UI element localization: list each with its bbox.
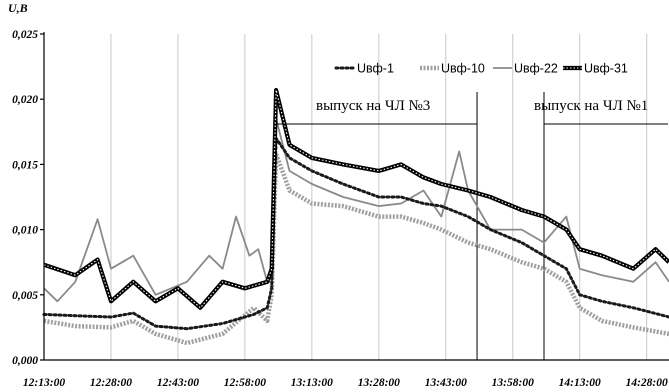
legend-label: Uвф-31 <box>584 62 628 76</box>
x-tick-label: 12:28:00 <box>90 377 132 389</box>
markers-layer <box>476 92 545 360</box>
legend-label: Uвф-22 <box>514 62 558 76</box>
series-line-1 <box>42 136 669 331</box>
x-tick-label: 12:43:00 <box>157 377 199 389</box>
annotation-layer: выпуск на ЧЛ №3 выпуск на ЧЛ №1 <box>276 98 668 125</box>
y-axis-label: U,B <box>8 1 28 15</box>
y-tick-label: 0,015 <box>12 159 38 171</box>
x-tick-label: 14:13:00 <box>559 377 601 389</box>
series-layer <box>42 88 669 346</box>
y-tick-label: 0,020 <box>12 94 38 106</box>
y-tick-label: 0,000 <box>12 355 38 367</box>
series-line-overlay-4 <box>43 89 669 309</box>
x-tick-labels: 12:13:00 12:28:00 12:43:00 12:58:00 13:13:00… <box>23 377 668 389</box>
y-tick-label: 0,005 <box>12 290 38 302</box>
x-tick-label: 13:13:00 <box>291 377 333 389</box>
x-tick-label: 13:43:00 <box>425 377 467 389</box>
axis-layer <box>40 32 669 361</box>
y-tick-label: 0,025 <box>12 29 38 41</box>
annotation-label: выпуск на ЧЛ №3 <box>316 98 430 114</box>
series-line-2 <box>43 151 669 346</box>
series-line-3 <box>43 117 669 303</box>
y-tick-labels: 0,000 0,005 0,010 0,015 0,020 0,025 <box>12 29 38 367</box>
legend-label: Uвф-10 <box>441 62 485 76</box>
x-tick-label: 13:28:00 <box>358 377 400 389</box>
x-tick-label: 14:28:00 <box>626 377 668 389</box>
series-line-4 <box>43 88 669 310</box>
x-tick-label: 12:13:00 <box>23 377 65 389</box>
y-tick-label: 0,010 <box>12 225 38 237</box>
x-tick-label: 12:58:00 <box>224 377 266 389</box>
legend: Uвф-1 Uвф-10 Uвф-22 Uвф-31 <box>334 62 628 76</box>
x-tick-label: 13:58:00 <box>492 377 534 389</box>
annotation-label: выпуск на ЧЛ №1 <box>534 98 648 114</box>
legend-label: Uвф-1 <box>357 62 394 76</box>
